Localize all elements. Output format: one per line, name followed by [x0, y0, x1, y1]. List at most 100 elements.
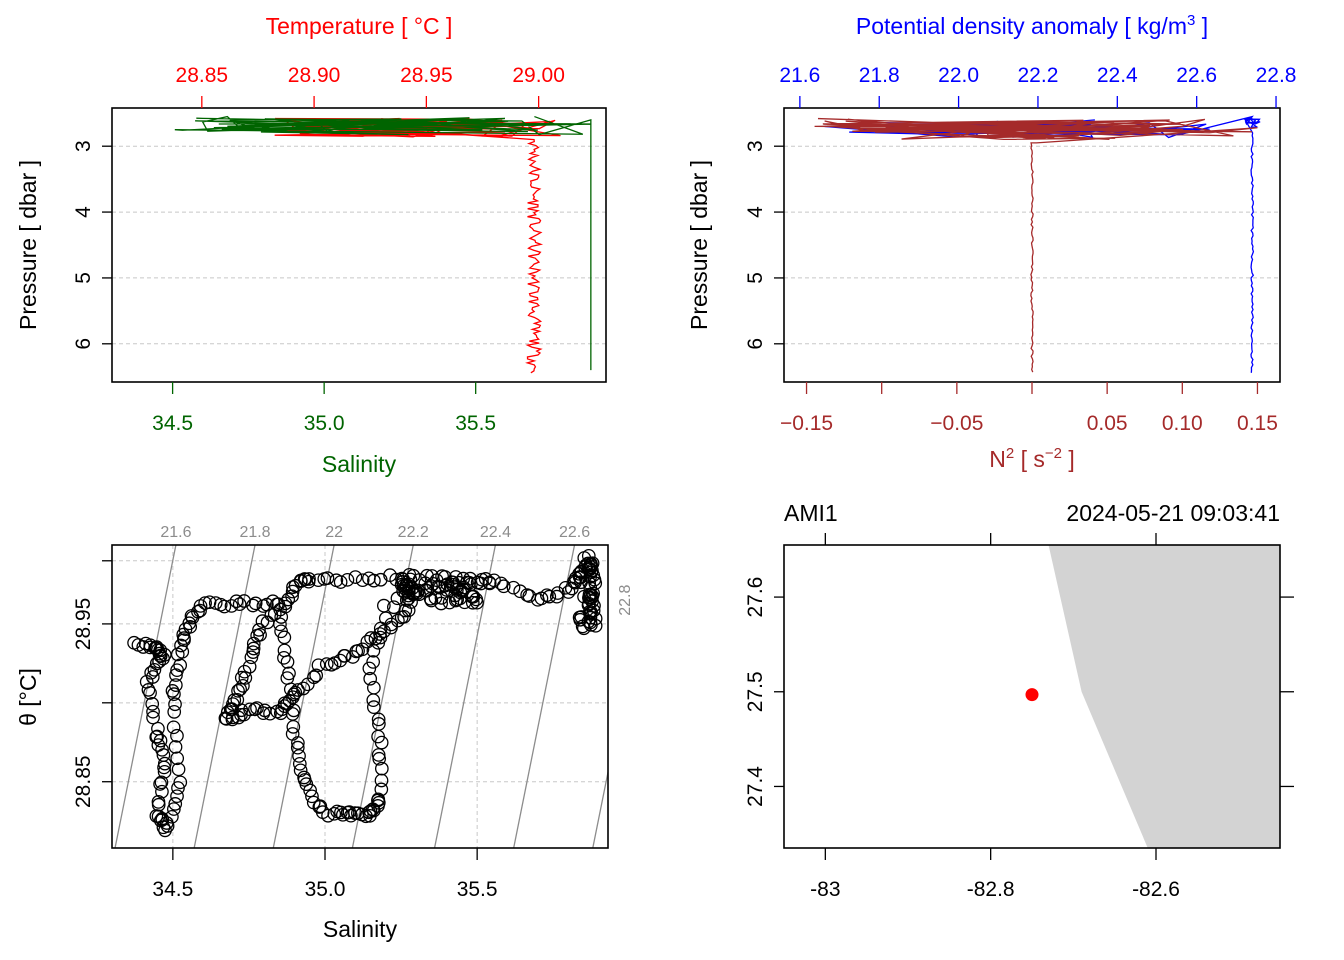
- ts-data-point: [327, 806, 342, 821]
- p2-n2-axis: −0.15 −0.05 0.05 0.10 0.15: [780, 382, 1278, 435]
- ts-data-point: [281, 592, 296, 607]
- temperature-tick-label: 29.00: [512, 64, 565, 87]
- p2-profile-lines: [814, 115, 1261, 373]
- density-axis-title: Potential density anomaly [ kg/m3 ]: [856, 12, 1208, 39]
- p3-y-tick-label: 28.95: [72, 598, 95, 651]
- isopycnal-label: 22.2: [398, 524, 429, 541]
- ts-data-point: [408, 584, 423, 599]
- ts-data-point: [482, 576, 497, 591]
- ts-data-point: [373, 630, 388, 645]
- n2-tick-label: 0.10: [1162, 412, 1203, 435]
- ts-data-point: [198, 596, 212, 610]
- ts-data-point: [366, 693, 381, 708]
- ts-data-point: [307, 670, 321, 685]
- ts-data-point: [232, 597, 247, 612]
- ts-data-point: [168, 740, 183, 754]
- ts-data-point: [277, 630, 292, 645]
- n2-tick-label: 0.05: [1087, 412, 1128, 435]
- ts-data-point: [273, 602, 288, 617]
- isopycnal-line: [433, 545, 497, 848]
- salinity-tick-label: 35.0: [304, 412, 345, 435]
- ts-data-point: [231, 683, 245, 698]
- ts-data-point: [146, 704, 160, 719]
- ts-data-point: [146, 710, 160, 725]
- pressure-tick-label: 5: [744, 272, 767, 284]
- ts-data-point: [167, 802, 181, 816]
- ts-data-point: [301, 574, 316, 589]
- p1-profile-lines: [174, 115, 592, 374]
- ts-data-point: [168, 678, 183, 692]
- ts-data-point: [171, 762, 186, 777]
- ts-data-point: [153, 777, 167, 791]
- ts-data-point: [234, 703, 249, 718]
- p3-plot-frame: [111, 544, 609, 849]
- ts-data-point: [478, 572, 493, 586]
- ts-data-point: [224, 599, 239, 613]
- ts-data-point: [243, 702, 257, 717]
- ts-data-point: [366, 643, 381, 658]
- ts-data-point: [291, 736, 305, 750]
- ts-data-point: [586, 603, 601, 618]
- ts-data-point: [274, 610, 289, 624]
- ts-data-point: [366, 655, 381, 669]
- ts-data-point: [147, 662, 162, 677]
- ts-data-point: [344, 808, 358, 823]
- isopycnal-label: 22.6: [559, 524, 590, 541]
- ts-data-point: [244, 650, 259, 665]
- ts-data-point: [292, 756, 307, 771]
- ts-data-point: [438, 570, 452, 584]
- station-datetime: 2024-05-21 09:03:41: [1066, 500, 1280, 526]
- ts-data-point: [372, 717, 386, 731]
- lat-tick-label: 27.6: [744, 577, 767, 618]
- ts-data-point: [420, 568, 434, 583]
- density-title-end: ]: [1195, 13, 1208, 39]
- p3-ts-points: [127, 548, 603, 838]
- ts-data-point: [143, 686, 157, 700]
- ts-data-point: [170, 789, 184, 804]
- n2-title-end: ]: [1062, 446, 1075, 472]
- isopycnal-line: [272, 545, 335, 848]
- lon-tick-label: -83: [810, 878, 840, 901]
- temperature-tick-label: 28.95: [400, 64, 453, 87]
- n2-profile-line: [814, 117, 1258, 373]
- ts-data-point: [145, 697, 160, 711]
- ts-data-point: [155, 784, 169, 799]
- isopycnal-label: 21.8: [239, 524, 270, 541]
- ts-data-point: [582, 562, 597, 577]
- ts-data-point: [583, 588, 598, 602]
- ts-data-point: [152, 654, 167, 669]
- ts-data-point: [305, 789, 319, 804]
- ts-data-point: [540, 588, 554, 603]
- density-tick-label: 21.8: [859, 64, 900, 87]
- ts-data-point: [362, 571, 376, 586]
- ts-data-point: [371, 792, 386, 807]
- p3-theta-axis: 28.85 28.95: [72, 560, 112, 808]
- ts-data-point: [285, 727, 300, 741]
- pressure-tick-label: 6: [744, 338, 767, 350]
- ts-data-point: [496, 579, 511, 594]
- isopycnal-label: 22.4: [480, 524, 511, 541]
- ts-data-point: [158, 823, 172, 838]
- ts-data-point: [170, 728, 184, 743]
- ts-data-point: [220, 705, 235, 720]
- ts-data-point: [173, 775, 188, 790]
- ts-data-point: [577, 589, 591, 604]
- ts-data-point: [340, 572, 355, 587]
- ts-data-point: [374, 773, 389, 788]
- station-marker: [1025, 688, 1039, 702]
- pressure-tick-label: 5: [72, 272, 95, 284]
- isopycnal-line: [592, 768, 608, 848]
- temperature-profile-line: [274, 117, 561, 374]
- ts-salinity-title: Salinity: [323, 916, 398, 942]
- ts-data-point: [572, 610, 587, 625]
- ts-data-point: [246, 636, 261, 651]
- p2-pressure-axis-title: Pressure [ dbar ]: [686, 160, 712, 330]
- ts-data-point: [157, 764, 172, 779]
- p3-x-tick-label: 34.5: [152, 878, 193, 901]
- ts-data-point: [309, 668, 324, 683]
- ts-data-point: [550, 586, 565, 600]
- ts-data-point: [273, 617, 287, 632]
- pressure-axis-title: Pressure [ dbar ]: [15, 160, 41, 330]
- ts-data-point: [363, 671, 378, 686]
- ts-data-point: [286, 720, 301, 734]
